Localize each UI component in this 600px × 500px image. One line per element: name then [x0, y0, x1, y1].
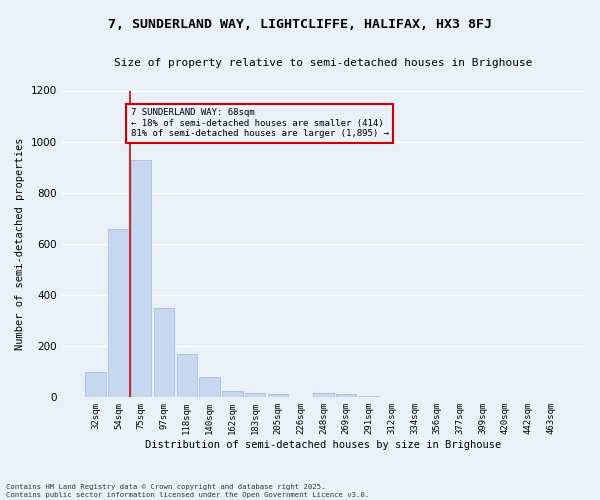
Text: Contains HM Land Registry data © Crown copyright and database right 2025.
Contai: Contains HM Land Registry data © Crown c… — [6, 484, 369, 498]
Bar — [199, 378, 220, 398]
Bar — [268, 394, 288, 398]
X-axis label: Distribution of semi-detached houses by size in Brighouse: Distribution of semi-detached houses by … — [145, 440, 502, 450]
Bar — [313, 394, 334, 398]
Bar — [359, 396, 379, 398]
Bar — [245, 392, 265, 398]
Bar — [176, 354, 197, 398]
Bar — [85, 372, 106, 398]
Bar — [108, 228, 129, 398]
Y-axis label: Number of semi-detached properties: Number of semi-detached properties — [15, 138, 25, 350]
Text: 7, SUNDERLAND WAY, LIGHTCLIFFE, HALIFAX, HX3 8FJ: 7, SUNDERLAND WAY, LIGHTCLIFFE, HALIFAX,… — [108, 18, 492, 30]
Title: Size of property relative to semi-detached houses in Brighouse: Size of property relative to semi-detach… — [114, 58, 533, 68]
Text: 7 SUNDERLAND WAY: 68sqm
← 18% of semi-detached houses are smaller (414)
81% of s: 7 SUNDERLAND WAY: 68sqm ← 18% of semi-de… — [131, 108, 389, 138]
Bar — [131, 160, 151, 398]
Bar — [154, 308, 174, 398]
Bar — [222, 391, 242, 398]
Bar — [336, 394, 356, 398]
